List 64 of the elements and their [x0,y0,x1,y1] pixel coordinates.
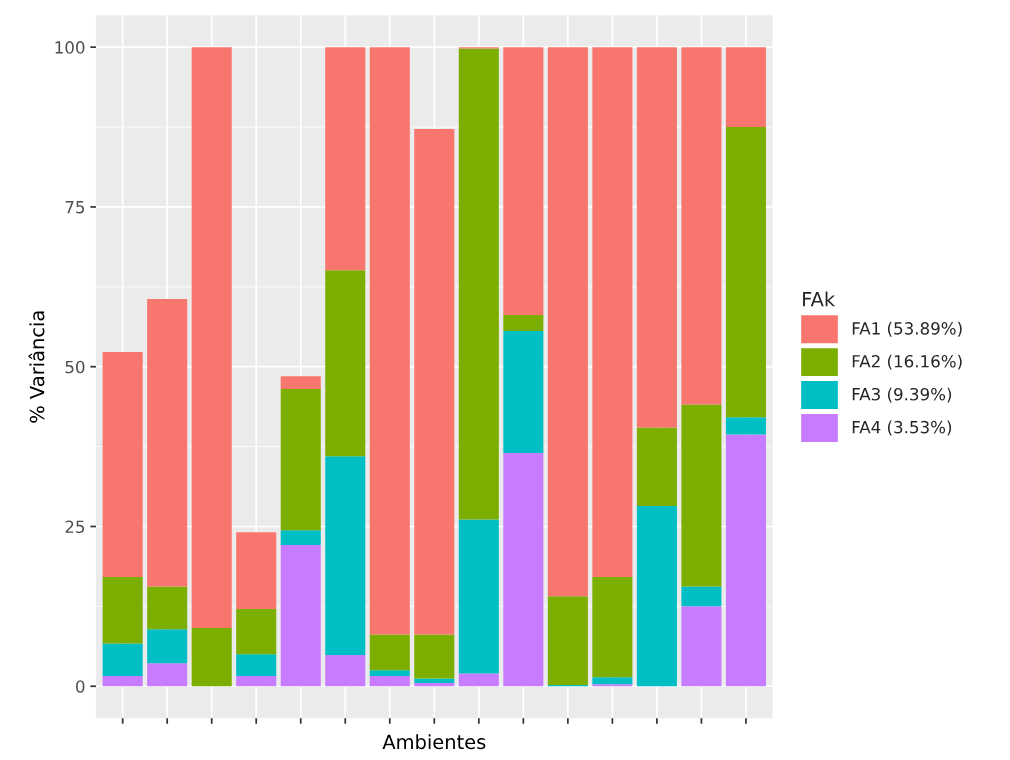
bar [592,47,633,577]
bar [503,47,544,315]
bar [547,47,588,597]
bar [280,530,321,546]
bar [325,654,366,687]
bar [236,654,277,677]
legend-title: FAk [803,291,836,307]
bar [503,330,544,453]
bar [458,48,499,520]
bar [725,417,766,435]
bar [369,670,410,677]
bar [325,270,366,457]
bar [503,452,544,687]
bar [725,127,766,418]
bar [102,352,143,577]
bar [191,628,232,687]
legend-label: FA2 (16.16%) [852,354,962,370]
bar [369,47,410,635]
y-axis-title: % Variância [28,311,45,423]
bar [681,47,722,405]
bar [414,128,455,635]
bar [102,643,143,677]
bar [414,683,455,687]
bar [636,427,677,507]
bar [369,634,410,671]
bar [547,596,588,685]
y-tick-label: 0 [76,680,85,693]
bar [458,519,499,674]
legend-label: FA4 (3.53%) [852,420,952,436]
bar [280,545,321,687]
bar [636,47,677,428]
y-tick-label: 50 [65,360,85,374]
bar [147,663,188,687]
bar [592,576,633,678]
bar [458,673,499,687]
legend-label: FA1 (53.89%) [852,321,962,337]
bar [592,677,633,685]
legend-label: FA3 (9.39%) [852,387,952,403]
bar [725,434,766,687]
bar [636,506,677,687]
bar [414,634,455,679]
y-tick-label: 75 [65,201,85,214]
bar [503,314,544,331]
y-tick-label: 25 [65,520,85,534]
bar [681,586,722,607]
bar [369,676,410,687]
y-tick-label: 100 [55,41,85,54]
bar [236,532,277,609]
bar [147,629,188,664]
bar [147,586,188,630]
bar [102,576,143,644]
bar [102,676,143,687]
bar [191,47,232,629]
bar [325,456,366,655]
bar [147,298,188,587]
bar [280,376,321,390]
bar [725,47,766,128]
bar [681,606,722,687]
x-axis-title: Ambientes [382,734,486,750]
bar [681,404,722,587]
bar [280,389,321,531]
bar [325,47,366,271]
bar [236,676,277,687]
bar [236,608,277,655]
